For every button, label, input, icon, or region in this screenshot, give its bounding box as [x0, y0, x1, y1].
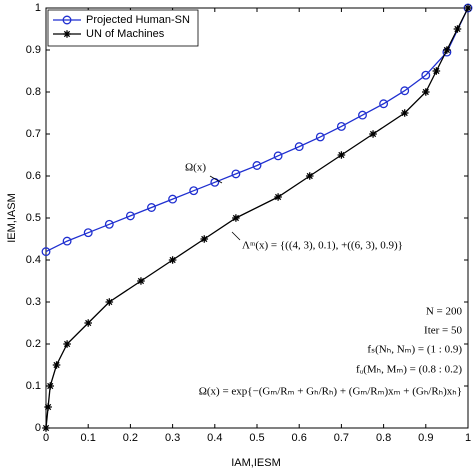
marker	[83, 228, 93, 238]
marker	[400, 86, 410, 96]
annotation: Ω(x) = exp{−(Gₘ/Rₘ + Gₕ/Rₕ) + (Gₘ/Rₘ)xₘ …	[199, 386, 462, 398]
legend-label: Projected Human-SN	[86, 14, 190, 26]
annotation-arrow	[209, 175, 223, 184]
marker	[44, 403, 52, 411]
y-tick-label: 1	[35, 2, 41, 14]
annotation: Ω(x)	[185, 162, 206, 174]
annotation: Iter = 50	[424, 325, 462, 337]
marker	[42, 424, 50, 432]
marker	[62, 236, 72, 246]
marker	[231, 169, 241, 179]
x-tick-label: 0.4	[207, 432, 222, 444]
marker	[432, 67, 441, 75]
series-line	[45, 7, 469, 253]
marker	[137, 277, 145, 285]
annotation: fᵤ(Mₕ, Mₘ) = (0.8 : 0.2)	[356, 364, 462, 376]
annotation-arrow	[231, 231, 241, 241]
legend-marker	[63, 30, 71, 38]
y-tick-label: 0.6	[26, 170, 41, 182]
x-tick-label: 0.2	[123, 432, 138, 444]
marker	[63, 340, 71, 348]
annotation: N = 200	[426, 306, 463, 318]
x-axis-label: IAM,IESM	[231, 457, 281, 469]
marker	[315, 132, 325, 142]
marker	[369, 130, 377, 138]
y-tick-label: 0.7	[26, 128, 41, 140]
x-tick-label: 0.1	[81, 432, 96, 444]
marker	[422, 88, 430, 96]
plot-area	[45, 7, 469, 429]
x-tick-label: 0.3	[165, 432, 180, 444]
y-tick-label: 0.4	[26, 254, 41, 266]
legend-marker	[62, 15, 72, 25]
x-tick-label: 0.8	[376, 432, 391, 444]
y-tick-label: 0.2	[26, 338, 41, 350]
marker	[336, 121, 346, 131]
marker	[105, 298, 114, 306]
x-tick-label: 0	[43, 432, 49, 444]
marker	[168, 256, 177, 264]
marker	[337, 151, 346, 159]
y-tick-label: 0.3	[26, 296, 41, 308]
legend-label: UN of Machines	[86, 28, 165, 40]
x-tick-label: 0.5	[249, 432, 264, 444]
marker	[84, 319, 92, 327]
x-tick-label: 1	[465, 432, 471, 444]
marker	[168, 194, 178, 204]
marker	[358, 110, 367, 120]
marker	[200, 235, 209, 243]
marker	[421, 70, 431, 80]
y-tick-label: 0	[35, 422, 41, 434]
annotation: fₛ(Nₕ, Nₘ) = (1 : 0.9)	[367, 344, 462, 356]
marker	[379, 99, 389, 109]
y-tick-label: 0.1	[26, 380, 41, 392]
y-axis-label: IEM,IASM	[6, 193, 18, 243]
marker	[464, 4, 472, 12]
marker	[147, 203, 156, 212]
marker	[41, 247, 51, 257]
y-tick-label: 0.8	[26, 86, 41, 98]
marker	[104, 219, 114, 229]
marker	[232, 214, 240, 222]
legend-box	[47, 9, 199, 47]
x-tick-label: 0.7	[334, 432, 349, 444]
x-tick-label: 0.6	[292, 432, 307, 444]
marker	[52, 361, 61, 369]
marker	[400, 109, 409, 117]
legend: Projected Human-SN UN of Machines	[47, 9, 199, 47]
marker	[274, 193, 282, 201]
marker	[294, 142, 304, 152]
marker	[46, 382, 55, 390]
x-tick-label: 0.9	[418, 432, 433, 444]
marker	[453, 25, 462, 33]
marker	[305, 172, 314, 180]
marker	[125, 211, 135, 221]
annotation: Λᵐ(x) = {((4, 3), 0.1), +((6, 3), 0.9)}	[242, 240, 403, 252]
y-tick-label: 0.9	[26, 44, 41, 56]
marker	[443, 46, 451, 54]
marker	[273, 151, 283, 161]
marker	[252, 161, 262, 170]
marker	[189, 186, 199, 196]
y-tick-label: 0.5	[26, 212, 41, 224]
